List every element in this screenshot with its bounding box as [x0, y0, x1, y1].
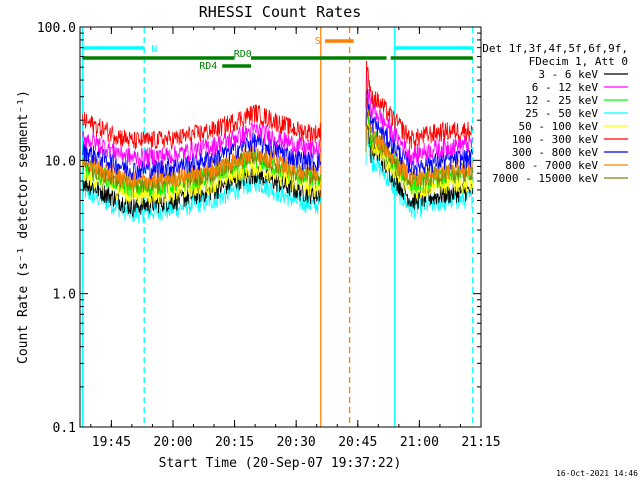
- x-tick-label-2: 20:15: [215, 435, 254, 450]
- y-tick-label-2: 10.0: [45, 154, 76, 169]
- legend-label-4: 50 - 100 keV: [519, 120, 599, 133]
- legend-label-5: 100 - 300 keV: [512, 133, 598, 146]
- flag-label-n: N: [151, 44, 157, 55]
- x-tick-label-5: 21:00: [400, 435, 439, 450]
- flag-bars: N S RD0 RD4: [82, 36, 473, 72]
- series-line-1: [82, 66, 473, 167]
- x-tick-label-3: 20:30: [277, 435, 316, 450]
- flag-label-rd0: RD0: [234, 49, 252, 60]
- flag-label-rd4: RD4: [199, 61, 217, 72]
- chart-title: RHESSI Count Rates: [199, 3, 362, 21]
- plot-background: [80, 27, 481, 427]
- legend-header-line-1: Det 1f,3f,4f,5f,6f,9f,: [482, 42, 628, 55]
- data-series: [82, 60, 473, 224]
- x-tick-label-1: 20:00: [153, 435, 192, 450]
- legend-header-line-2: FDecim 1, Att 0: [529, 55, 628, 68]
- y-tick-label-3: 100.0: [37, 21, 76, 36]
- legend-label-3: 25 - 50 keV: [525, 107, 598, 120]
- legend-label-1: 6 - 12 keV: [532, 81, 599, 94]
- y-axis-ticks: 0.1 1.0 10.0 100.0: [37, 21, 481, 436]
- legend-label-8: 7000 - 15000 keV: [492, 172, 598, 185]
- y-tick-label-0: 0.1: [53, 421, 76, 436]
- legend-label-7: 800 - 7000 keV: [505, 159, 598, 172]
- x-tick-label-0: 19:45: [92, 435, 131, 450]
- legend-label-6: 300 - 800 keV: [512, 146, 598, 159]
- legend-label-0: 3 - 6 keV: [538, 68, 598, 81]
- vertical-markers: [81, 27, 474, 427]
- flag-label-s: S: [315, 36, 321, 47]
- legend-label-2: 12 - 25 keV: [525, 94, 598, 107]
- x-axis-ticks: 19:45 20:00 20:15 20:30 20:45 21:00 21:15: [90, 27, 501, 450]
- x-tick-label-4: 20:45: [338, 435, 377, 450]
- y-axis-label: Count Rate (s⁻¹ detector segment⁻¹): [16, 90, 31, 364]
- timestamp: 16-Oct-2021 14:46: [556, 469, 638, 478]
- x-tick-label-6: 21:15: [461, 435, 500, 450]
- plot-frame: [79, 26, 482, 428]
- x-axis-label: Start Time (20-Sep-07 19:37:22): [159, 456, 402, 471]
- series-line-5: [82, 60, 473, 150]
- y-tick-label-1: 1.0: [53, 288, 76, 303]
- legend: Det 1f,3f,4f,5f,6f,9f, FDecim 1, Att 0 3…: [482, 42, 628, 185]
